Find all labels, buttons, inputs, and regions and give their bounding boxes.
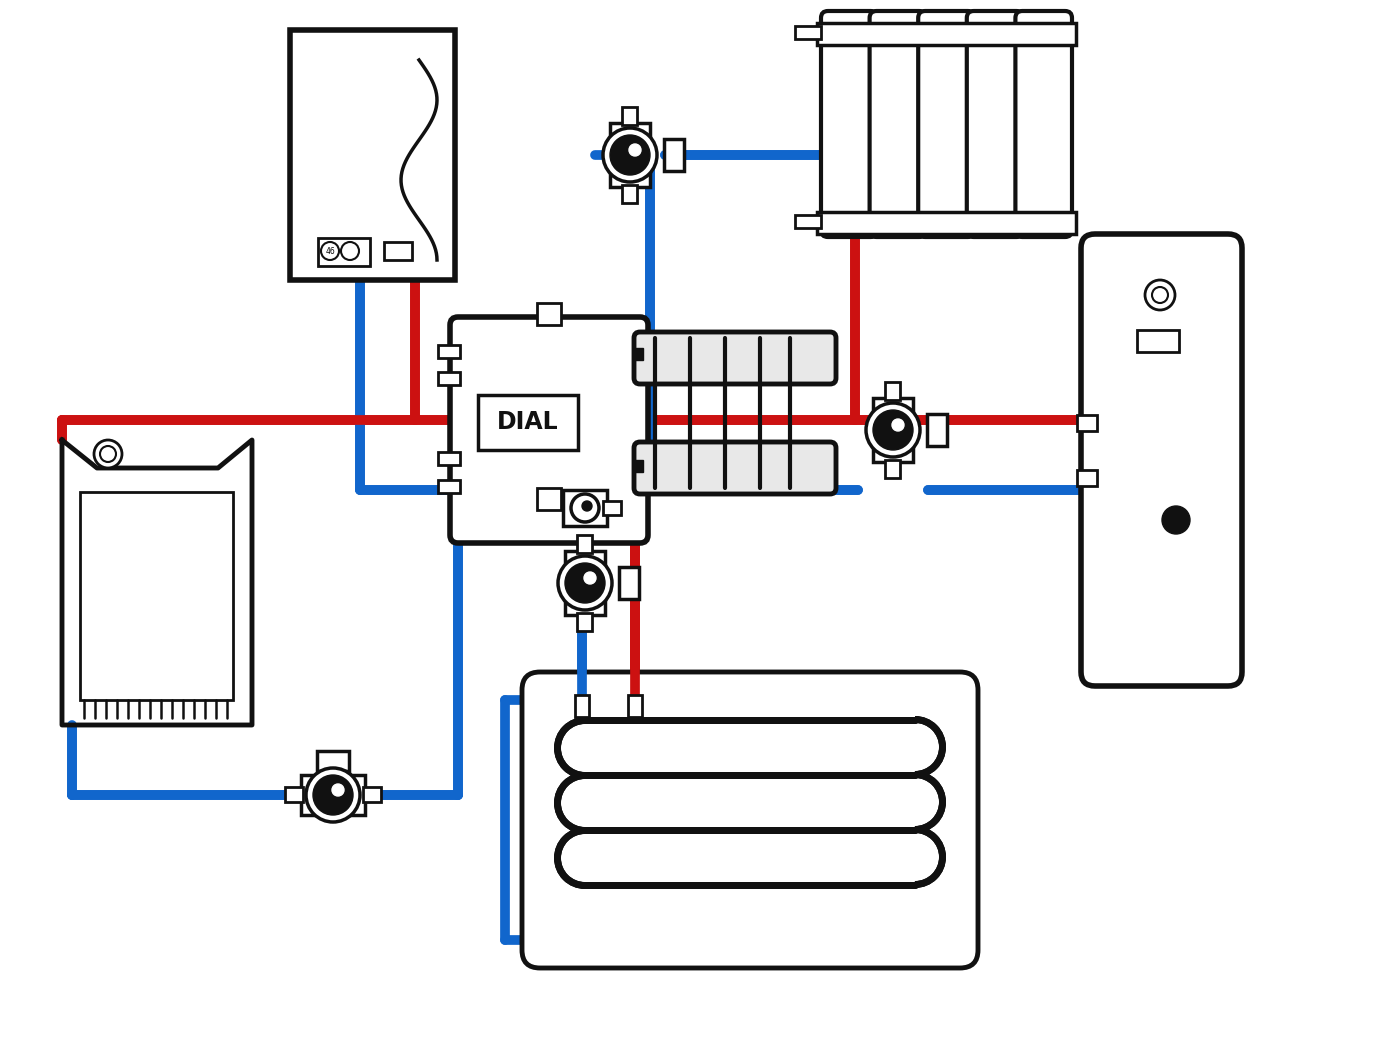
FancyBboxPatch shape [967,11,1024,237]
Circle shape [320,242,338,260]
Bar [628,695,642,717]
Circle shape [1162,506,1190,534]
Bar [795,26,820,39]
FancyBboxPatch shape [820,11,878,237]
Circle shape [559,556,612,610]
Bar [437,480,460,493]
Bar [577,613,592,631]
Bar [664,139,684,171]
Bar [926,414,947,446]
Bar [437,452,460,465]
Bar [318,238,371,266]
Bar [536,488,561,510]
Circle shape [1152,287,1167,303]
Text: DIAL: DIAL [497,410,559,434]
Bar [563,490,607,526]
Bar [566,551,605,616]
Bar [623,107,637,125]
Circle shape [571,494,599,522]
Bar [437,372,460,385]
Circle shape [610,135,651,175]
Circle shape [866,403,919,457]
Bar [795,215,820,228]
Bar [478,395,578,450]
Bar [318,751,350,771]
Bar [79,492,233,700]
Bar [577,535,592,553]
Bar [635,348,644,359]
FancyBboxPatch shape [869,11,926,237]
Circle shape [341,242,359,260]
Bar [623,185,637,203]
Circle shape [584,572,596,584]
Circle shape [630,144,641,156]
Bar [610,123,651,187]
Bar [384,242,412,260]
Circle shape [603,127,657,182]
Bar [818,23,1075,45]
FancyBboxPatch shape [450,317,648,543]
Bar [536,303,561,325]
Bar [1077,415,1098,431]
FancyBboxPatch shape [522,672,978,968]
Circle shape [313,775,352,815]
Circle shape [100,446,116,462]
Circle shape [306,768,359,822]
Bar [635,460,644,472]
Bar [364,787,382,802]
Circle shape [892,419,904,431]
Bar [301,775,365,815]
Bar [885,460,900,478]
FancyBboxPatch shape [634,332,836,384]
Bar [603,501,621,515]
Text: 46: 46 [325,247,334,255]
Circle shape [1145,280,1176,310]
Bar [1077,470,1098,486]
Circle shape [566,563,605,603]
Bar [437,345,460,358]
FancyBboxPatch shape [918,11,975,237]
Bar [885,382,900,400]
Bar [873,398,912,462]
Bar [818,212,1075,234]
Bar [575,695,589,717]
Bar [286,787,304,802]
Bar [1137,330,1178,352]
Polygon shape [63,440,252,725]
Circle shape [873,410,912,450]
FancyBboxPatch shape [1081,234,1243,686]
Circle shape [93,440,123,468]
Bar [618,567,639,599]
Bar [290,30,456,280]
Circle shape [582,501,592,511]
Circle shape [332,784,344,796]
FancyBboxPatch shape [1015,11,1073,237]
FancyBboxPatch shape [634,442,836,494]
